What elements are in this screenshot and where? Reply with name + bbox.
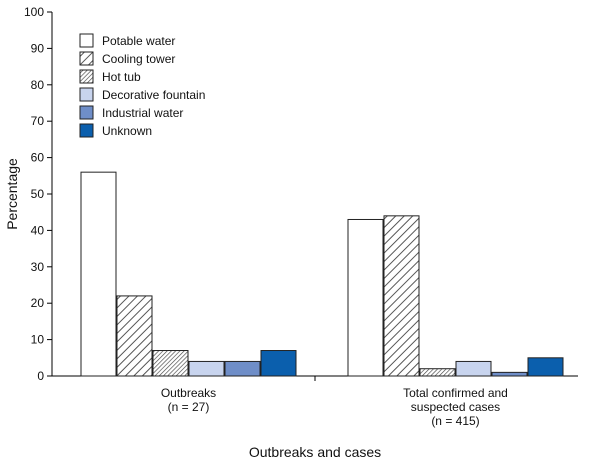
legend-label: Hot tub bbox=[102, 70, 141, 84]
bar bbox=[224, 360, 261, 377]
legend-label: Potable water bbox=[102, 34, 175, 48]
bar bbox=[260, 350, 297, 377]
x-tick-label: suspected cases bbox=[411, 400, 500, 414]
bar bbox=[491, 371, 528, 377]
y-tick-label: 0 bbox=[37, 369, 44, 383]
legend-swatch bbox=[79, 51, 94, 66]
legend-swatch bbox=[79, 69, 94, 84]
y-tick-label: 20 bbox=[31, 296, 45, 310]
legend-label: Unknown bbox=[102, 124, 152, 138]
x-tick-label: Total confirmed and bbox=[403, 386, 508, 400]
bar bbox=[527, 357, 564, 377]
legend-swatch bbox=[79, 87, 94, 102]
y-tick-label: 60 bbox=[31, 151, 45, 165]
y-tick-label: 100 bbox=[24, 5, 44, 19]
y-tick-label: 10 bbox=[31, 333, 45, 347]
legend-label: Industrial water bbox=[102, 106, 183, 120]
legend-swatch bbox=[79, 123, 94, 138]
bar bbox=[152, 350, 189, 377]
legend-label: Cooling tower bbox=[102, 52, 175, 66]
bar bbox=[383, 215, 420, 377]
bar bbox=[188, 360, 225, 377]
y-axis-title: Percentage bbox=[4, 158, 20, 230]
y-tick-label: 30 bbox=[31, 260, 45, 274]
y-tick-label: 80 bbox=[31, 78, 45, 92]
x-tick-label: Outbreaks bbox=[161, 386, 216, 400]
bar bbox=[455, 360, 492, 377]
legend-swatch bbox=[79, 33, 94, 48]
bar bbox=[116, 295, 153, 377]
y-tick-label: 50 bbox=[31, 187, 45, 201]
x-tick-label: (n = 27) bbox=[168, 400, 210, 414]
y-tick-label: 70 bbox=[31, 114, 45, 128]
legend-swatch bbox=[79, 105, 94, 120]
bar bbox=[419, 368, 456, 377]
bar bbox=[80, 171, 117, 377]
x-tick-label: (n = 415) bbox=[431, 414, 479, 428]
bar bbox=[347, 218, 384, 377]
y-tick-label: 40 bbox=[31, 223, 45, 237]
legend-label: Decorative fountain bbox=[102, 88, 205, 102]
y-tick-label: 90 bbox=[31, 41, 45, 55]
x-axis-title: Outbreaks and cases bbox=[249, 444, 381, 460]
